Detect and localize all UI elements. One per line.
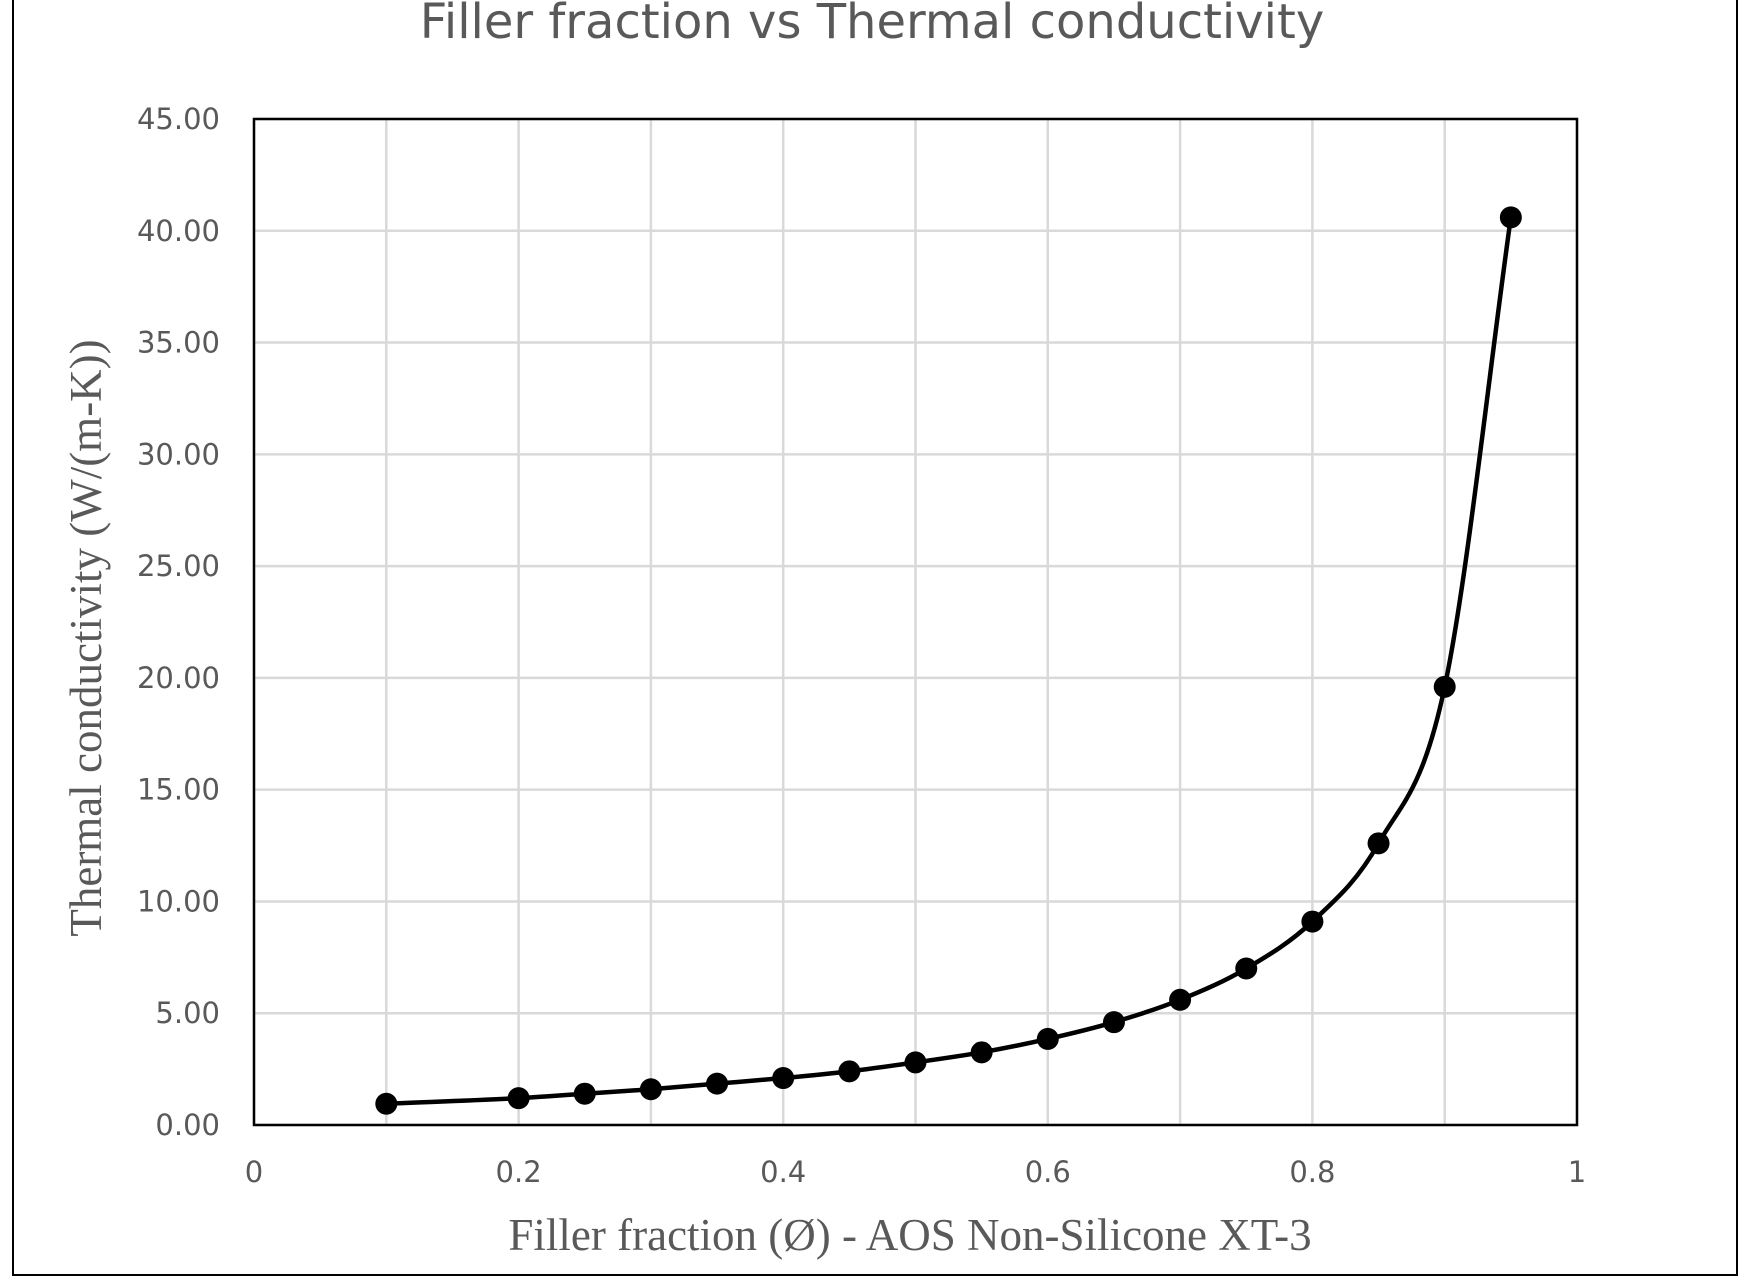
y-tick-label: 45.00 — [137, 102, 220, 136]
y-tick-label: 5.00 — [155, 996, 220, 1030]
data-markers — [375, 206, 1522, 1115]
x-tick-label: 1 — [1568, 1155, 1586, 1189]
x-tick-label: 0 — [245, 1155, 263, 1189]
y-axis-title: Thermal conductivity (W/(m-K)) — [61, 339, 111, 936]
grid-layer — [252, 117, 1579, 1127]
chart-title: Filler fraction vs Thermal conductivity — [420, 0, 1324, 50]
data-point — [507, 1087, 530, 1110]
x-tick-label: 0.2 — [496, 1155, 542, 1189]
data-point — [1235, 957, 1258, 980]
x-tick-labels: 0 0.2 0.4 0.6 0.8 1 — [245, 1155, 1586, 1189]
y-tick-label: 20.00 — [137, 661, 220, 695]
data-point — [1367, 832, 1390, 855]
data-point — [639, 1078, 662, 1101]
data-point — [772, 1067, 795, 1090]
data-point — [1102, 1011, 1125, 1034]
data-point — [1301, 910, 1324, 933]
data-point — [838, 1060, 861, 1083]
series-line — [386, 217, 1514, 1107]
data-point — [375, 1092, 398, 1115]
y-tick-label: 0.00 — [155, 1108, 220, 1142]
y-tick-label: 25.00 — [137, 549, 220, 583]
y-tick-label: 35.00 — [137, 326, 220, 360]
y-tick-label: 30.00 — [137, 437, 220, 471]
plot-area-border — [252, 117, 1579, 1127]
y-tick-label: 10.00 — [137, 884, 220, 918]
data-point — [1499, 206, 1522, 229]
data-point — [1036, 1027, 1059, 1050]
data-point — [970, 1041, 993, 1064]
data-point — [1169, 988, 1192, 1011]
x-tick-label: 0.8 — [1289, 1155, 1335, 1189]
data-point — [1433, 675, 1456, 698]
chart-frame — [12, 0, 1738, 1276]
data-point — [706, 1072, 729, 1095]
y-tick-label: 40.00 — [137, 214, 220, 248]
y-tick-label: 15.00 — [137, 773, 220, 807]
y-tick-labels: 0.00 5.00 10.00 15.00 20.00 25.00 30.00 35.00 40… — [137, 102, 220, 1142]
x-tick-label: 0.4 — [760, 1155, 806, 1189]
data-point — [904, 1051, 927, 1074]
x-axis-title: Filler fraction (Ø) - AOS Non-Silicone X… — [508, 1210, 1311, 1260]
data-point — [573, 1082, 596, 1105]
x-tick-label: 0.6 — [1025, 1155, 1071, 1189]
